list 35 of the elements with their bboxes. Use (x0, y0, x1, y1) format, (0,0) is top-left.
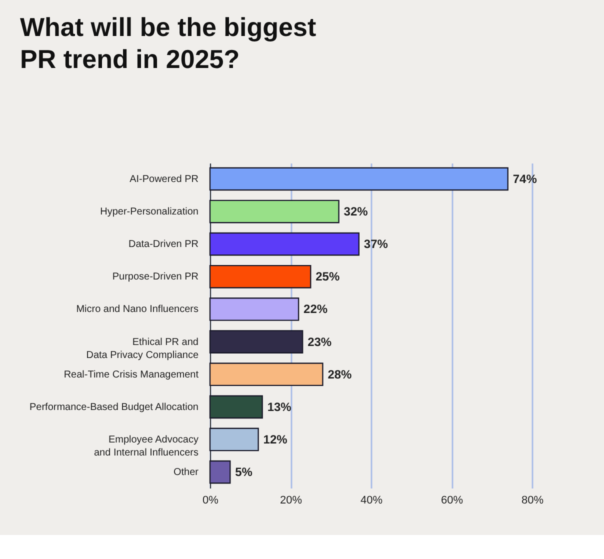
y-tick-label: Micro and Nano Influencers (76, 304, 198, 316)
bar (209, 264, 312, 288)
data-label: 23% (308, 334, 332, 349)
data-label: 28% (328, 367, 352, 382)
data-label: 22% (304, 302, 328, 316)
bar (209, 167, 508, 191)
x-tick-label: 80% (521, 494, 544, 506)
bar (209, 330, 304, 354)
y-tick-label: Other (173, 467, 200, 478)
data-label: 12% (263, 432, 288, 446)
bar (209, 395, 263, 419)
y-tick-label: Real-Time Crisis Management (64, 369, 199, 380)
data-label: 74% (512, 172, 538, 186)
x-tick-label: 0% (202, 494, 219, 506)
y-tick-label: Employee Advocacy and Internal Influencers (94, 434, 198, 458)
y-tick-label: AI-Powered PR (130, 174, 198, 185)
bar (209, 232, 360, 256)
x-tick-label: 60% (440, 494, 464, 506)
y-tick-label: Hyper-Personalization (100, 206, 198, 218)
data-label: 13% (267, 400, 292, 414)
chart-title: What will be the biggest PR trend in 2025? (20, 12, 316, 74)
x-tick-label: 20% (280, 494, 302, 506)
x-tick-label: 40% (360, 494, 383, 506)
y-tick-label: Performance-Based Budget Allocation (30, 402, 198, 413)
bar (209, 200, 340, 224)
data-label: 25% (316, 270, 340, 284)
bar (209, 298, 300, 321)
y-tick-label: Data-Driven PR (128, 239, 198, 250)
bar (209, 362, 324, 386)
bar (209, 460, 231, 484)
y-tick-label: Ethical PR and Data Privacy Compliance (86, 336, 199, 361)
y-tick-label: Purpose-Driven PR (112, 272, 198, 283)
data-label: 37% (364, 237, 388, 252)
data-label: 32% (344, 204, 368, 219)
data-label: 5% (235, 465, 253, 480)
